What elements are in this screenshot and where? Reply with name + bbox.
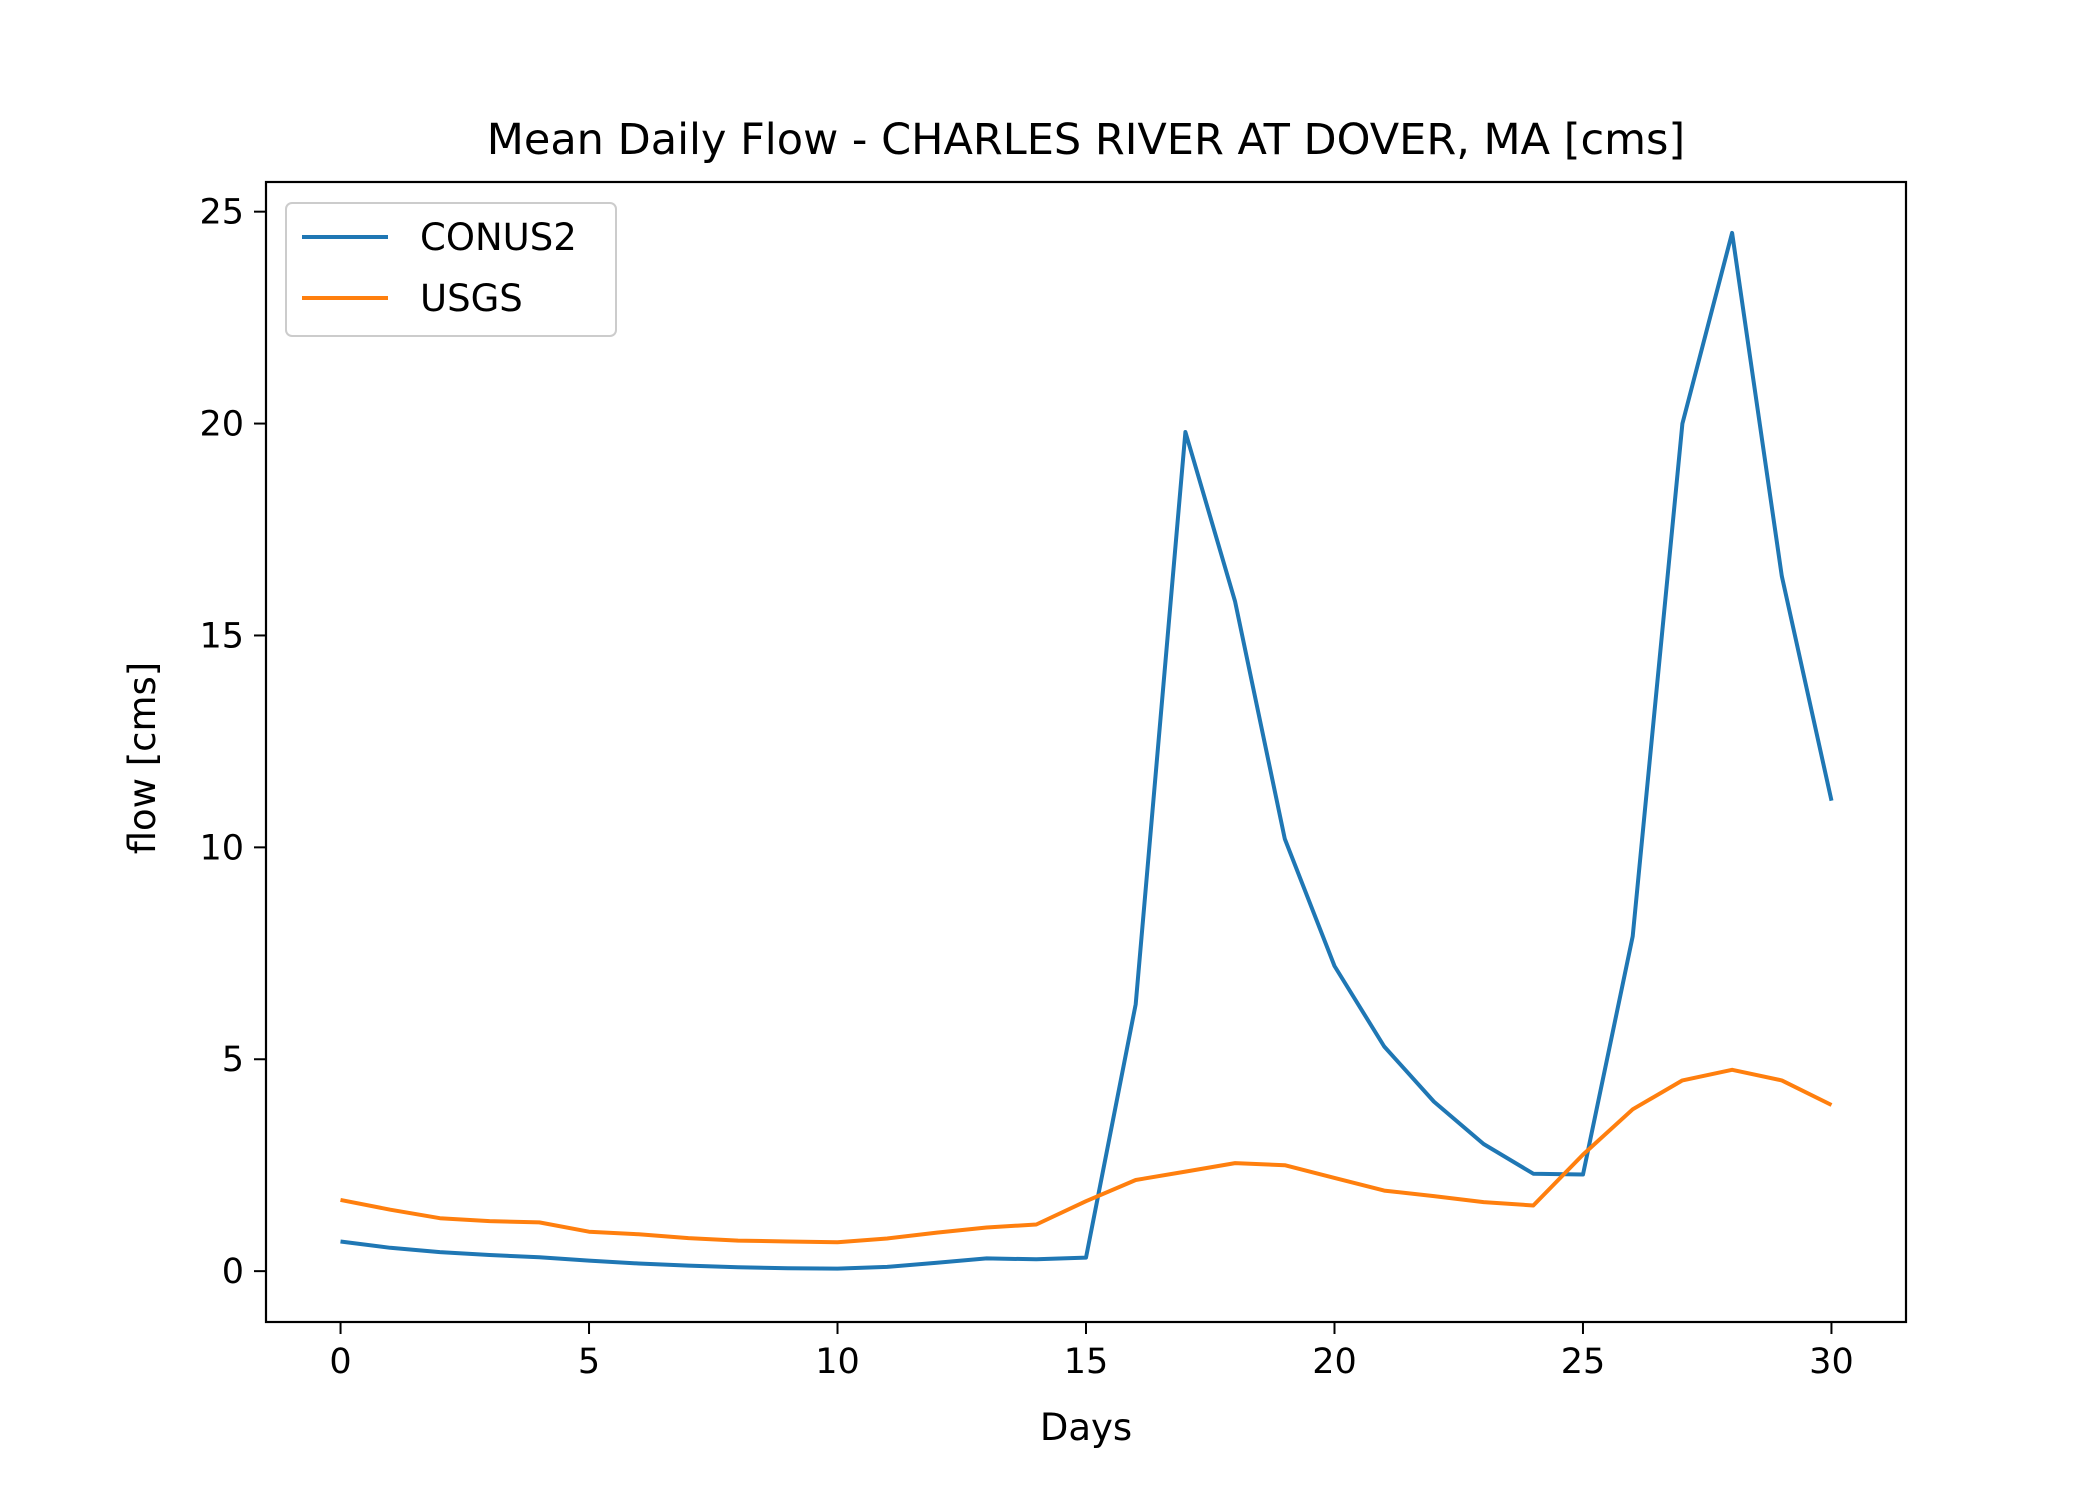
x-tick-label: 10: [815, 1342, 860, 1382]
y-tick-label: 5: [222, 1040, 244, 1080]
legend: CONUS2 USGS: [285, 202, 617, 337]
legend-label-usgs: USGS: [420, 277, 523, 320]
y-tick-label: 10: [199, 828, 244, 868]
x-tick-label: 30: [1809, 1342, 1854, 1382]
x-axis: 0 5 10 15 20 25 30: [329, 1322, 1854, 1382]
legend-label-conus2: CONUS2: [420, 216, 577, 259]
y-tick-label: 0: [222, 1252, 244, 1292]
x-tick-label: 25: [1561, 1342, 1606, 1382]
x-axis-label: Days: [1040, 1406, 1132, 1449]
series-line-conus2: [340, 230, 1834, 1271]
y-axis: 0 5 10 15 20 25: [199, 193, 266, 1292]
x-tick-label: 5: [578, 1342, 600, 1382]
y-tick-label: 20: [199, 405, 244, 445]
y-tick-label: 25: [199, 193, 244, 233]
x-tick-label: 0: [329, 1342, 351, 1382]
y-axis-label: flow [cms]: [121, 662, 164, 855]
y-tick-label: 15: [199, 616, 244, 656]
x-tick-label: 20: [1312, 1342, 1357, 1382]
x-tick-label: 15: [1064, 1342, 1109, 1382]
series-line-usgs: [340, 1067, 1833, 1245]
chart-title: Mean Daily Flow - CHARLES RIVER AT DOVER…: [487, 115, 1685, 165]
